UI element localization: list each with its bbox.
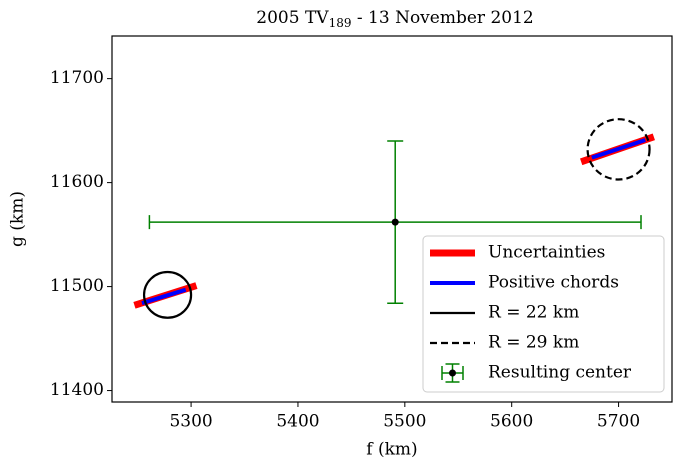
- legend-label: Positive chords: [488, 273, 619, 293]
- x-axis-label: f (km): [366, 440, 417, 459]
- x-tick-label: 5500: [383, 412, 426, 432]
- x-tick-label: 5300: [169, 412, 212, 432]
- y-tick-label: 11600: [50, 172, 104, 192]
- legend-label: R = 22 km: [488, 303, 579, 323]
- circle-fit: [586, 118, 651, 181]
- y-tick-label: 11500: [50, 276, 104, 296]
- legend-label: Resulting center: [488, 363, 632, 383]
- chord: [591, 138, 646, 160]
- legend-label: R = 29 km: [488, 333, 579, 353]
- x-tick-label: 5400: [276, 412, 319, 432]
- y-axis-label: g (km): [8, 191, 28, 247]
- circle-fit: [142, 270, 193, 319]
- y-tick-label: 11400: [50, 380, 104, 400]
- center-point: [391, 218, 399, 226]
- legend-box: [422, 235, 665, 393]
- legend-label: Uncertainties: [488, 243, 605, 263]
- legend-swatch: [449, 369, 456, 377]
- axes-frame: [111, 35, 673, 403]
- y-tick-label: 11700: [50, 68, 104, 88]
- chart-title: 2005 TV189 - 13 November 2012: [256, 8, 533, 30]
- x-tick-label: 5600: [490, 412, 533, 432]
- plot-area: [133, 118, 655, 319]
- x-tick-label: 5700: [597, 412, 640, 432]
- chord: [141, 287, 187, 306]
